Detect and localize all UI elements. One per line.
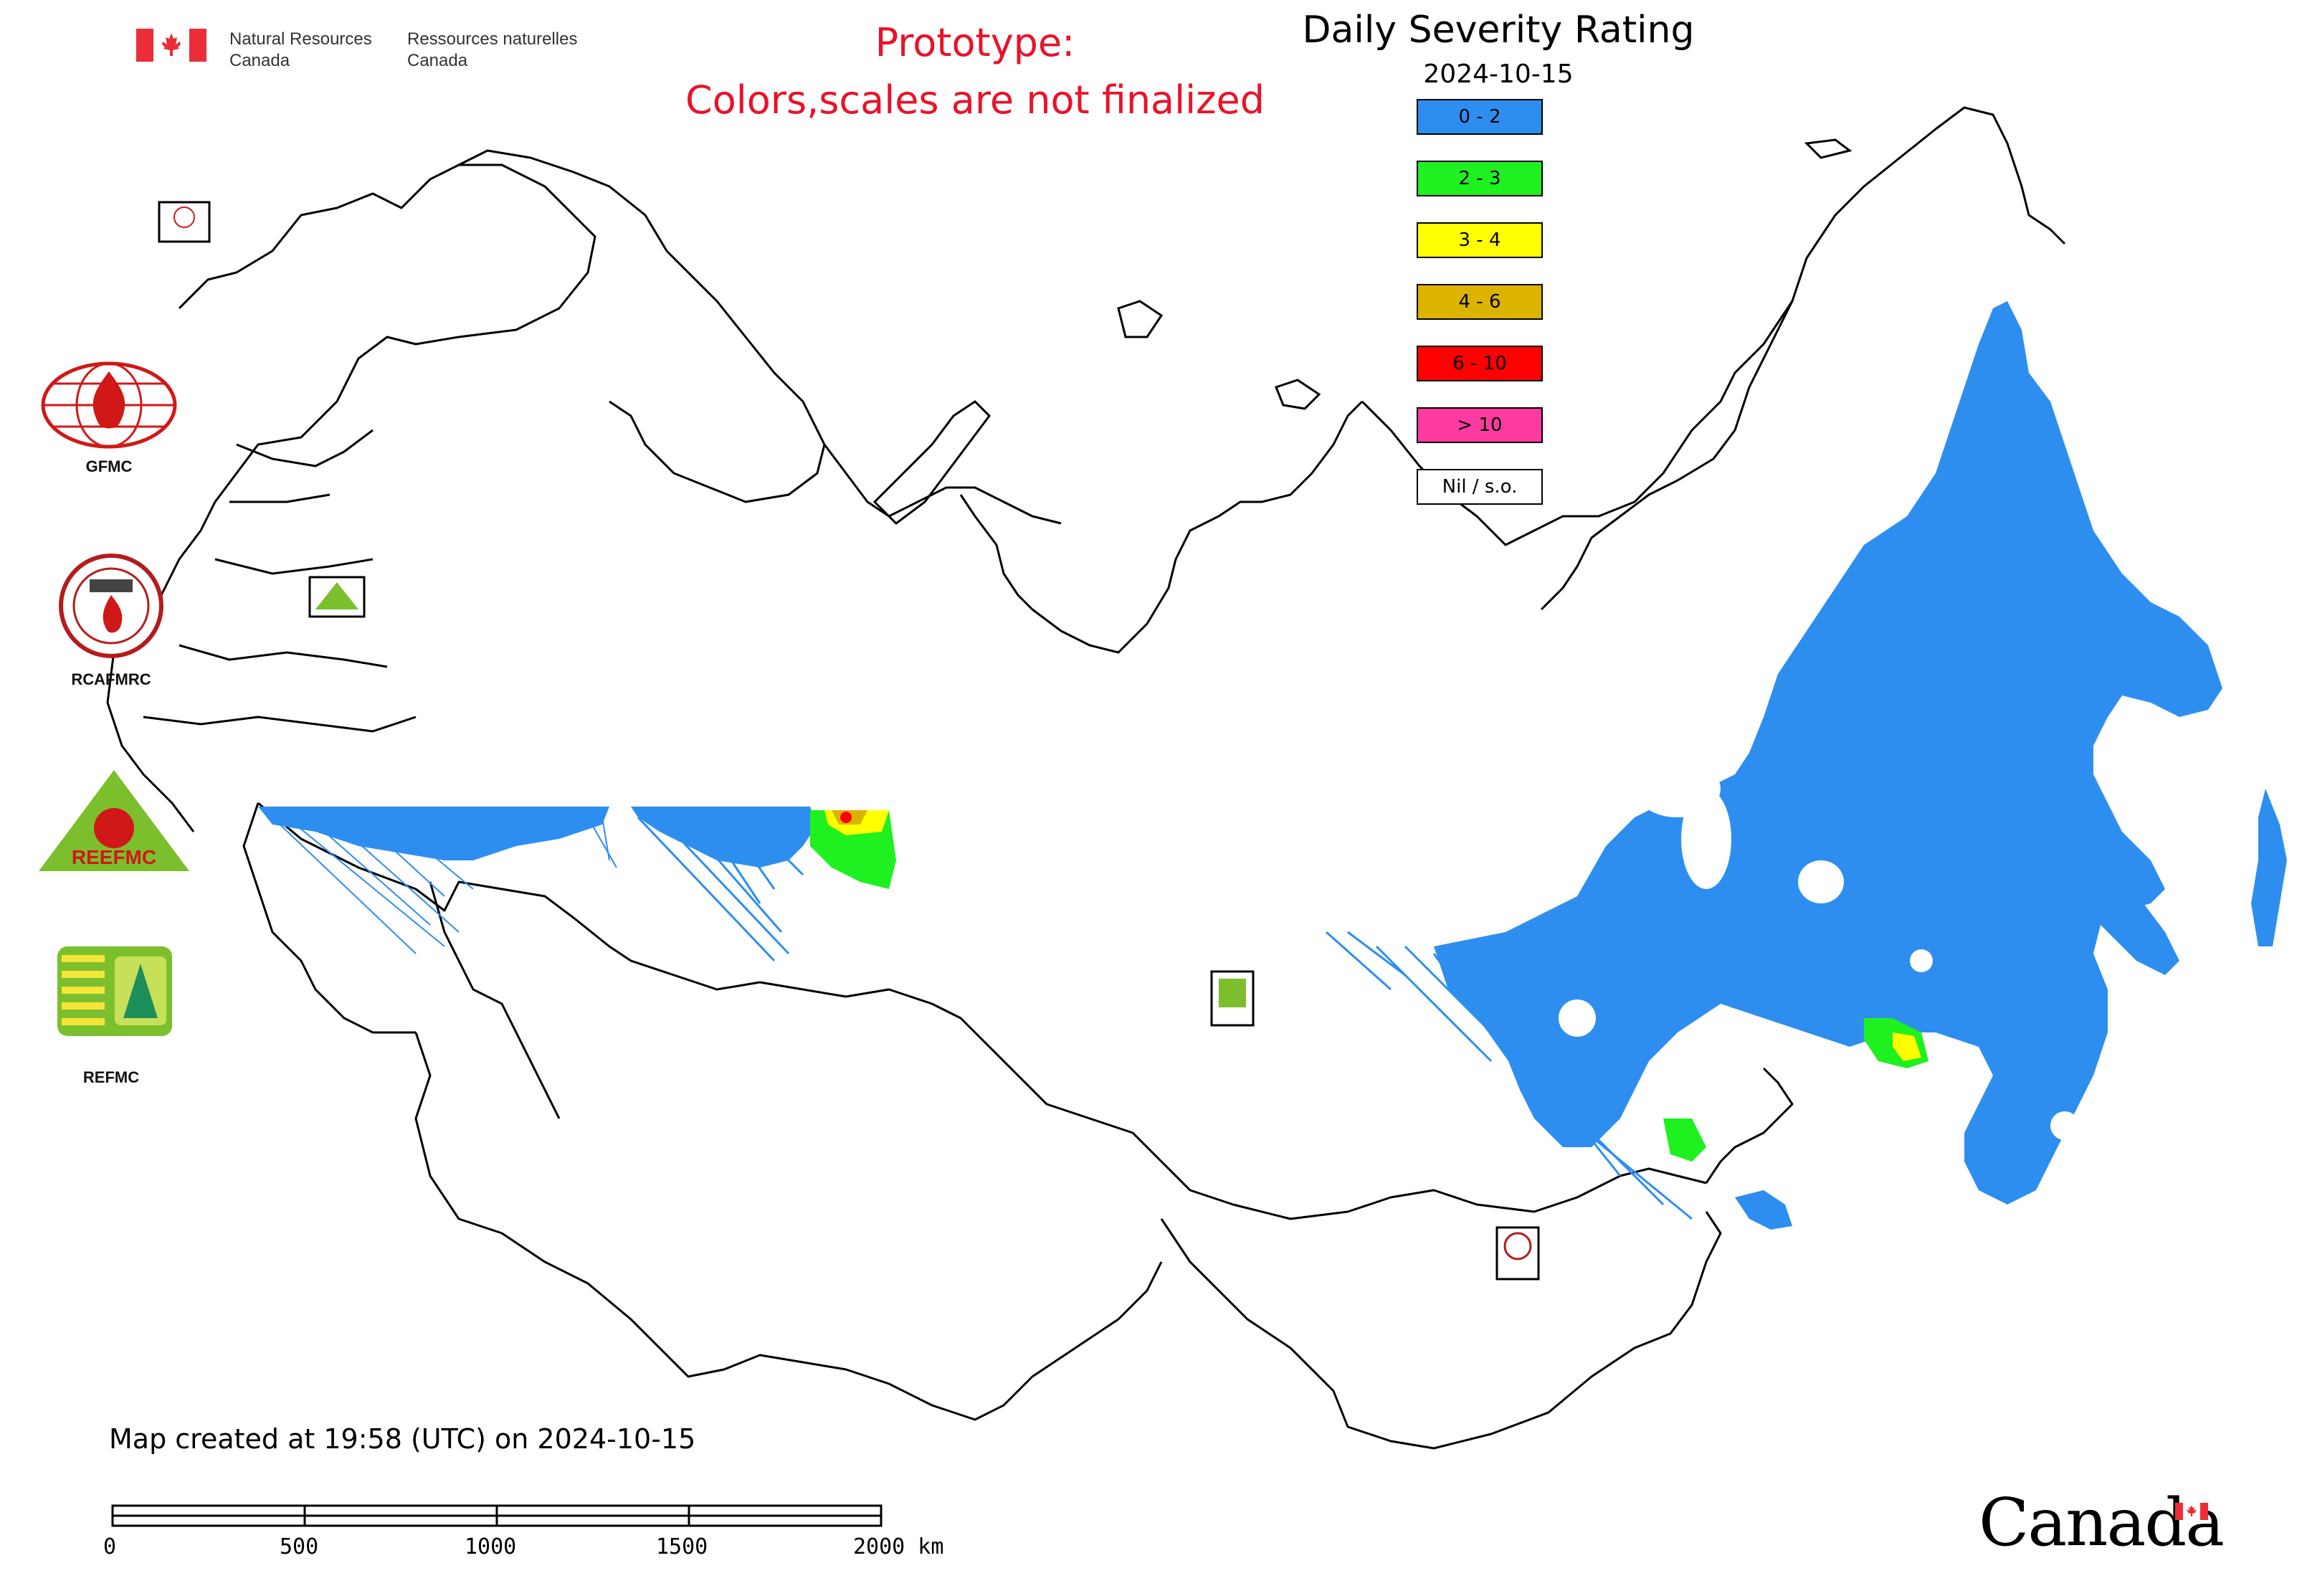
dsr-zone-small-east [1735,1190,1792,1230]
prototype-notice: Prototype: Colors,scales are not finaliz… [631,14,1319,129]
wordmark-maple-leaf-icon [2187,1505,2197,1516]
dept-fr-line-1: Ressources naturelles [407,29,578,49]
wordmark-flag-icon [2175,1503,2208,1520]
caucasus-outline [242,802,416,1034]
goc-signature: Natural Resources Canada Ressources natu… [136,29,594,72]
canada-wordmark: Canada [1979,1484,2225,1561]
maple-leaf-icon [162,33,181,56]
kazakhstan-outline [414,1032,1163,1421]
canada-flag-icon [136,29,206,62]
badge-refmc-small-icon [1219,979,1246,1007]
severity-layer [258,301,2287,1230]
dsr-zone-west-2-red [840,812,852,823]
department-name-en: Natural Resources Canada [229,29,401,72]
department-name-fr: Ressources naturelles Canada [407,29,594,72]
dsr-zone-west-2 [631,807,817,868]
scale-label-2000: 2000 km [853,1534,944,1559]
dsr-stripes-west-1 [272,817,617,954]
legend-item-6-10: 6 - 10 [1417,346,1543,381]
scale-label-500: 500 [280,1534,319,1559]
scale-bar [111,1504,883,1527]
dept-en-line-1: Natural Resources [229,29,372,49]
lake-hole-1 [1798,860,1844,903]
rcafmrc-seal-icon [59,554,163,658]
prototype-line-1: Prototype: [875,20,1075,65]
novaya-zemlya [872,400,991,525]
legend-item-nil: Nil / s.o. [1417,469,1543,505]
lake-hole-4 [1690,1103,1722,1134]
dsr-east-yellow-1 [1893,1032,1921,1061]
baltic-borders [143,429,417,733]
legend-item-3-4: 3 - 4 [1417,222,1543,258]
map-created-note: Map created at 19:58 (UTC) on 2024-10-15 [109,1423,696,1455]
rcafmrc-label: RCAFMRC [71,670,151,688]
dsr-zone-sakhalin [2251,789,2287,946]
legend-date: 2024-10-15 [1423,60,1574,89]
dsr-zone-east-main [1434,301,2222,1205]
legend-title: Daily Severity Rating [1302,9,1695,52]
gfmc-label: GFMC [85,457,133,475]
dsr-zone-west-1 [258,807,609,860]
reefmc-triangle-icon: REEFMC [39,770,189,871]
rcafmrc-logo [57,552,165,662]
arctic-coast-central [959,400,1364,654]
lake-hole-3 [1910,949,1933,972]
severnaya-zemlya [1117,300,1164,338]
scale-label-1500: 1500 [656,1534,708,1559]
badge-gfmc-small [158,201,211,243]
refmc-label: REFMC [82,1068,140,1086]
new-siberian-islands [1275,379,1321,410]
mongolia-outline [1160,1211,1722,1450]
wrangel-island [1804,138,1852,159]
dept-fr-line-2: Canada [407,51,468,70]
southern-russia-border [257,802,1707,1220]
badge-rcafmrc-small-icon [1503,1232,1532,1260]
lake-hole-5 [2050,1111,2079,1140]
scale-label-0: 0 [103,1534,117,1559]
china-border-east [1705,1067,1794,1184]
scandinavia-outline [106,163,596,832]
legend-item-4-6: 4 - 6 [1417,284,1543,320]
arctic-coast-west [823,444,1062,525]
dsr-zone-kamchatka [2007,796,2179,975]
refmc-sigma-icon [57,946,172,1036]
badge-gfmc-small-icon [173,206,195,228]
pacific-coast [1540,300,1794,611]
kola-outline [458,149,826,503]
arctic-coast-east [1361,106,2066,546]
reefmc-logo: REEFMC [37,767,191,878]
legend-item-over-10: > 10 [1417,407,1543,443]
dsr-east-green-2 [1663,1118,1706,1162]
gfmc-globe-icon [41,361,177,449]
prototype-line-2: Colors,scales are not finalized [685,77,1265,123]
arctic-islands [872,138,1852,525]
country-boundaries [106,106,2066,1450]
map-badges [158,201,1540,1281]
dept-en-line-2: Canada [229,51,290,70]
lake-hole-2 [1559,999,1596,1037]
lake-hole-6 [1635,760,1721,817]
badge-rcafmrc-small [1495,1226,1540,1281]
gfmc-logo [37,358,181,455]
caspian-outline [429,881,561,1119]
dsr-holes [1559,760,2079,1140]
refmc-logo [57,946,172,1039]
legend-item-2-3: 2 - 3 [1417,161,1543,196]
dsr-stripes-west-2 [637,816,804,962]
svg-text:REEFMC: REEFMC [72,846,156,868]
dsr-stripes-east [1326,931,1693,1220]
legend-item-0-2: 0 - 2 [1417,99,1543,135]
scale-label-1000: 1000 [465,1534,517,1559]
badge-reefmc-small-icon [315,582,358,609]
